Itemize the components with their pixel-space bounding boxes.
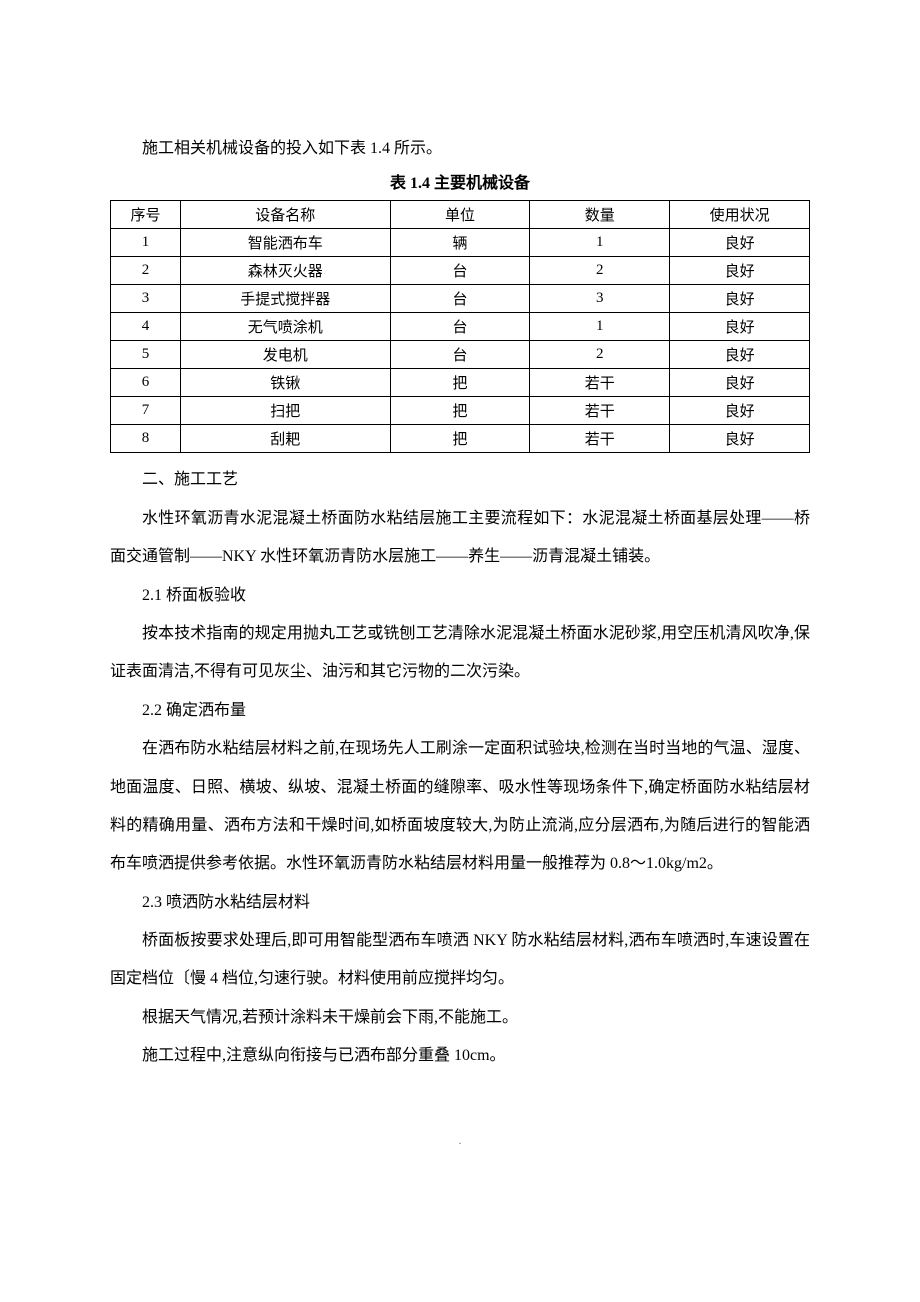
table-row: 1 智能洒布车 辆 1 良好: [111, 229, 810, 257]
table-row: 3 手提式搅拌器 台 3 良好: [111, 285, 810, 313]
table-row: 2 森林灭火器 台 2 良好: [111, 257, 810, 285]
cell-seq: 1: [111, 229, 181, 257]
cell-status: 良好: [670, 397, 810, 425]
cell-status: 良好: [670, 229, 810, 257]
cell-status: 良好: [670, 341, 810, 369]
col-header-seq: 序号: [111, 201, 181, 229]
cell-name: 手提式搅拌器: [180, 285, 390, 313]
sub-2-1-heading: 2.1 桥面板验收: [110, 577, 810, 615]
col-header-qty: 数量: [530, 201, 670, 229]
intro-text: 施工相关机械设备的投入如下表 1.4 所示。: [110, 130, 810, 168]
cell-seq: 7: [111, 397, 181, 425]
cell-seq: 3: [111, 285, 181, 313]
cell-status: 良好: [670, 425, 810, 453]
cell-qty: 1: [530, 229, 670, 257]
cell-status: 良好: [670, 369, 810, 397]
cell-seq: 2: [111, 257, 181, 285]
sub-2-3-heading: 2.3 喷洒防水粘结层材料: [110, 884, 810, 922]
cell-unit: 辆: [390, 229, 530, 257]
section-2-intro: 水性环氧沥青水泥混凝土桥面防水粘结层施工主要流程如下：水泥混凝土桥面基层处理——…: [110, 500, 810, 577]
cell-name: 刮耙: [180, 425, 390, 453]
cell-unit: 把: [390, 425, 530, 453]
table-row: 4 无气喷涂机 台 1 良好: [111, 313, 810, 341]
col-header-status: 使用状况: [670, 201, 810, 229]
sub-2-3-body-2: 根据天气情况,若预计涂料未干燥前会下雨,不能施工。: [110, 999, 810, 1037]
cell-name: 发电机: [180, 341, 390, 369]
cell-name: 森林灭火器: [180, 257, 390, 285]
cell-seq: 5: [111, 341, 181, 369]
cell-seq: 6: [111, 369, 181, 397]
sub-2-2-heading: 2.2 确定洒布量: [110, 692, 810, 730]
sub-2-1-body: 按本技术指南的规定用抛丸工艺或铣刨工艺清除水泥混凝土桥面水泥砂浆,用空压机清风吹…: [110, 615, 810, 692]
table-row: 6 铁锹 把 若干 良好: [111, 369, 810, 397]
cell-status: 良好: [670, 285, 810, 313]
cell-seq: 8: [111, 425, 181, 453]
footer-mark: .: [110, 1136, 810, 1147]
cell-qty: 3: [530, 285, 670, 313]
table-row: 8 刮耙 把 若干 良好: [111, 425, 810, 453]
cell-name: 智能洒布车: [180, 229, 390, 257]
col-header-name: 设备名称: [180, 201, 390, 229]
cell-seq: 4: [111, 313, 181, 341]
cell-qty: 2: [530, 341, 670, 369]
table-row: 7 扫把 把 若干 良好: [111, 397, 810, 425]
cell-status: 良好: [670, 257, 810, 285]
cell-unit: 台: [390, 341, 530, 369]
table-title: 表 1.4 主要机械设备: [110, 168, 810, 200]
cell-unit: 台: [390, 313, 530, 341]
table-row: 5 发电机 台 2 良好: [111, 341, 810, 369]
cell-unit: 台: [390, 285, 530, 313]
cell-unit: 把: [390, 369, 530, 397]
cell-name: 铁锹: [180, 369, 390, 397]
cell-qty: 若干: [530, 425, 670, 453]
cell-name: 扫把: [180, 397, 390, 425]
col-header-unit: 单位: [390, 201, 530, 229]
sub-2-3-body-1: 桥面板按要求处理后,即可用智能型洒布车喷洒 NKY 防水粘结层材料,洒布车喷洒时…: [110, 922, 810, 999]
cell-status: 良好: [670, 313, 810, 341]
cell-qty: 2: [530, 257, 670, 285]
section-2-heading: 二、施工工艺: [110, 461, 810, 499]
cell-unit: 把: [390, 397, 530, 425]
cell-qty: 若干: [530, 369, 670, 397]
table-header-row: 序号 设备名称 单位 数量 使用状况: [111, 201, 810, 229]
cell-name: 无气喷涂机: [180, 313, 390, 341]
equipment-table: 序号 设备名称 单位 数量 使用状况 1 智能洒布车 辆 1 良好 2 森林灭火…: [110, 200, 810, 453]
cell-qty: 1: [530, 313, 670, 341]
sub-2-3-body-3: 施工过程中,注意纵向衔接与已洒布部分重叠 10cm。: [110, 1037, 810, 1075]
sub-2-2-body: 在洒布防水粘结层材料之前,在现场先人工刷涂一定面积试验块,检测在当时当地的气温、…: [110, 730, 810, 884]
cell-qty: 若干: [530, 397, 670, 425]
cell-unit: 台: [390, 257, 530, 285]
